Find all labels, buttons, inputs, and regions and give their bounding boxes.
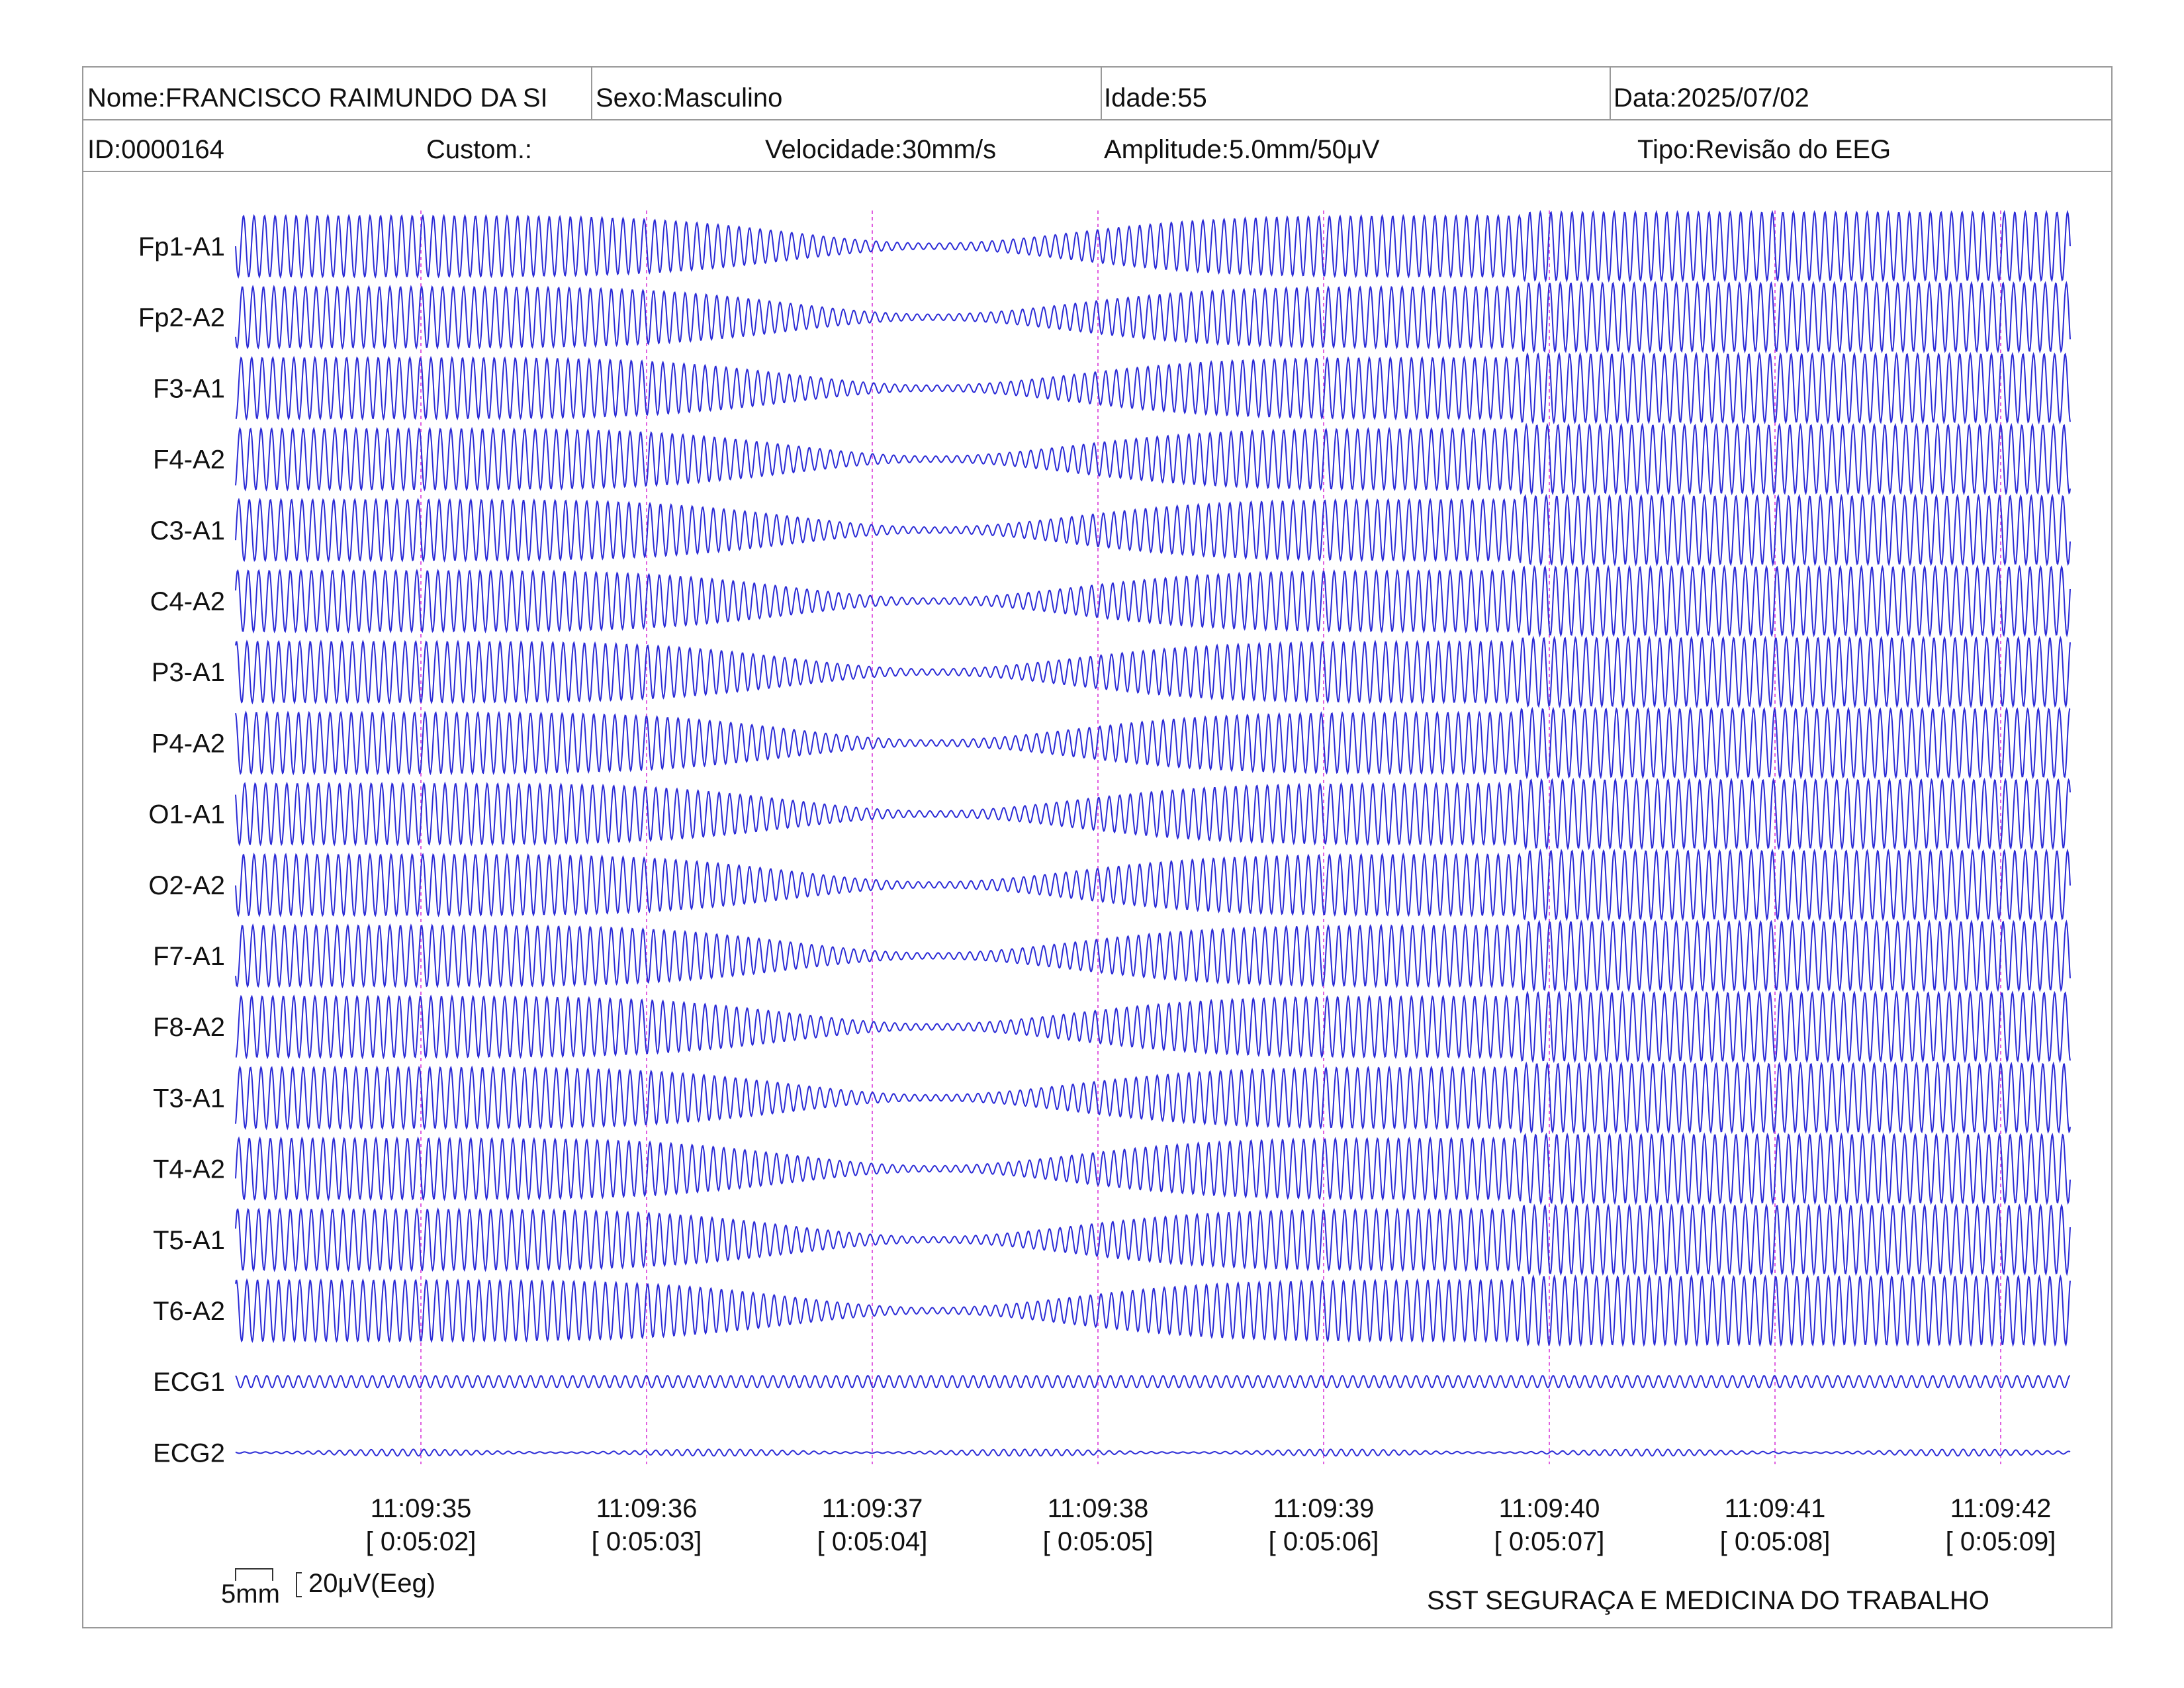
elapsed-tick-label: [ 0:05:04]	[817, 1527, 928, 1556]
channel-label: F4-A2	[153, 445, 225, 475]
channel-trace	[235, 1132, 2071, 1205]
channel-trace	[235, 848, 2071, 921]
exam-date: Data:2025/07/02	[1614, 83, 1809, 113]
patient-id: ID:0000164	[87, 135, 224, 164]
channel-trace	[235, 281, 2071, 354]
channel-trace	[235, 1274, 2071, 1347]
time-tick-label: 11:09:40	[1499, 1494, 1600, 1523]
elapsed-tick-label: [ 0:05:09]	[1946, 1527, 2056, 1556]
time-tick-label: 11:09:37	[822, 1494, 923, 1523]
channel-label: P4-A2	[152, 729, 225, 758]
time-tick-label: 11:09:42	[1950, 1494, 2052, 1523]
channel-label: F8-A2	[153, 1013, 225, 1042]
channel-label: O2-A2	[148, 871, 225, 900]
channel-trace	[235, 422, 2071, 496]
time-scale-label: 5mm	[221, 1579, 280, 1609]
patient-name: Nome:FRANCISCO RAIMUNDO DA SI	[87, 83, 548, 113]
exam-type: Tipo:Revisão do EEG	[1637, 135, 1891, 164]
channel-trace	[235, 1061, 2071, 1135]
amplitude-setting: Amplitude:5.0mm/50μV	[1104, 135, 1380, 164]
channel-label: C3-A1	[150, 516, 225, 545]
report-frame	[82, 66, 2113, 1628]
header-divider-1	[82, 119, 2113, 120]
patient-age: Idade:55	[1104, 83, 1207, 113]
amplitude-scale-label: 20μV(Eeg)	[308, 1569, 436, 1598]
channel-trace	[235, 706, 2071, 780]
channel-label: P3-A1	[152, 658, 225, 687]
paper-speed: Velocidade:30mm/s	[765, 135, 997, 164]
elapsed-tick-label: [ 0:05:08]	[1720, 1527, 1831, 1556]
channel-trace	[235, 1375, 2071, 1389]
elapsed-tick-label: [ 0:05:02]	[366, 1527, 477, 1556]
channel-trace	[235, 210, 2071, 283]
channel-trace	[235, 493, 2071, 567]
elapsed-tick-label: [ 0:05:07]	[1494, 1527, 1605, 1556]
time-tick-label: 11:09:35	[371, 1494, 472, 1523]
channel-trace	[235, 352, 2071, 425]
time-tick-label: 11:09:41	[1725, 1494, 1826, 1523]
time-tick-label: 11:09:36	[596, 1494, 698, 1523]
header-cell-divider	[1101, 66, 1102, 119]
time-tick-label: 11:09:39	[1273, 1494, 1375, 1523]
channel-trace	[235, 635, 2071, 709]
channel-trace	[235, 777, 2071, 851]
channel-label: ECG2	[153, 1438, 225, 1468]
channel-trace	[235, 990, 2071, 1064]
channel-label: ECG1	[153, 1368, 225, 1397]
channel-trace	[235, 1203, 2071, 1276]
channel-trace	[235, 565, 2071, 637]
channel-label: Fp1-A1	[138, 232, 225, 261]
patient-sex: Sexo:Masculino	[596, 83, 783, 113]
time-tick-label: 11:09:38	[1048, 1494, 1149, 1523]
elapsed-tick-label: [ 0:05:05]	[1043, 1527, 1154, 1556]
channel-label: T6-A2	[153, 1297, 225, 1326]
elapsed-tick-label: [ 0:05:03]	[592, 1527, 702, 1556]
channel-label: T5-A1	[153, 1226, 225, 1255]
header-divider-2	[82, 171, 2113, 172]
channel-label: F7-A1	[153, 942, 225, 971]
channel-label: T4-A2	[153, 1155, 225, 1184]
elapsed-tick-label: [ 0:05:06]	[1269, 1527, 1379, 1556]
channel-label: T3-A1	[153, 1084, 225, 1113]
channel-label: C4-A2	[150, 587, 225, 616]
channel-trace	[235, 1448, 2071, 1457]
scale-bar-icon	[235, 1568, 302, 1597]
header-cell-divider	[591, 66, 592, 119]
company-name: SST SEGURAÇA E MEDICINA DO TRABALHO	[1427, 1586, 1989, 1615]
channel-label: Fp2-A2	[138, 303, 225, 332]
channel-trace	[235, 919, 2071, 992]
channel-label: F3-A1	[153, 374, 225, 403]
channel-label: O1-A1	[148, 800, 225, 829]
custom-field: Custom.:	[426, 135, 533, 164]
header-cell-divider	[1610, 66, 1611, 119]
